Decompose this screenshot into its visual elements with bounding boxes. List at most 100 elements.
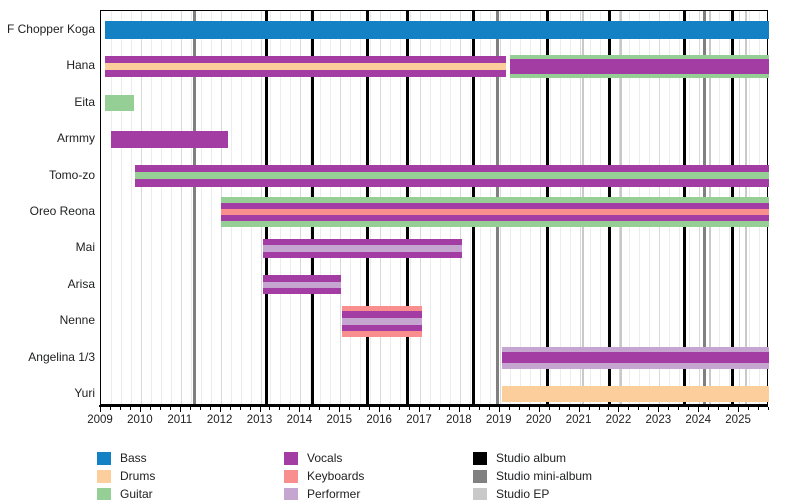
- bar-tomo-zo: [134, 164, 769, 187]
- year-label-2022: 2022: [605, 414, 632, 426]
- minor-tick: [678, 407, 680, 410]
- minor-tick: [608, 407, 610, 410]
- minor-tick: [349, 407, 351, 410]
- minor-tick: [189, 407, 191, 410]
- minor-tick: [438, 407, 440, 410]
- bar-mai: [262, 238, 462, 258]
- minor-tick: [429, 407, 430, 410]
- stripe-guitar: [509, 73, 769, 78]
- major-tick: [379, 407, 381, 412]
- stripe-performer: [342, 317, 423, 325]
- minor-tick: [468, 407, 470, 410]
- major-tick: [139, 407, 141, 412]
- legend-swatch: [473, 469, 487, 483]
- minor-tick: [488, 407, 490, 410]
- minor-tick: [758, 407, 760, 410]
- stripe-performer: [262, 281, 342, 288]
- minor-tick: [269, 407, 271, 410]
- minor-tick: [518, 407, 520, 410]
- stripe-vocals: [342, 324, 423, 332]
- major-tick: [179, 407, 181, 412]
- stripe-keyboards: [342, 331, 423, 337]
- legend-item-studio-ep: Studio EP: [473, 487, 549, 500]
- minor-tick: [279, 407, 281, 410]
- stripe-drums: [104, 62, 506, 70]
- stripe-vocals: [262, 275, 342, 282]
- member-label-oreo-reona: Oreo Reona: [29, 204, 95, 218]
- minor-tick: [209, 407, 211, 410]
- year-label-2023: 2023: [645, 414, 672, 426]
- bar-arisa: [262, 275, 342, 295]
- stripe-performer: [262, 245, 462, 252]
- quarter-gridline: [150, 11, 152, 404]
- major-tick: [658, 407, 660, 412]
- minor-tick: [249, 407, 251, 410]
- legend-item-vocals: Vocals: [284, 451, 342, 465]
- minor-tick: [369, 407, 371, 410]
- stripe-drums: [501, 386, 769, 402]
- release-line-studio-mini-album: [193, 11, 197, 404]
- stripe-guitar: [104, 94, 134, 111]
- year-label-2025: 2025: [725, 414, 751, 426]
- stripe-vocals: [262, 251, 462, 258]
- minor-tick: [149, 407, 151, 410]
- stripe-vocals: [262, 287, 342, 295]
- legend-label: Bass: [120, 451, 147, 465]
- legend-label: Performer: [307, 487, 361, 500]
- member-label-tomo-zo: Tomo-zo: [48, 167, 95, 182]
- minor-tick: [748, 407, 750, 410]
- minor-tick: [708, 407, 710, 410]
- bar-hana: [104, 55, 506, 77]
- minor-tick: [199, 407, 201, 410]
- plot-area: [100, 10, 769, 405]
- stripe-vocals: [342, 311, 423, 318]
- minor-tick: [598, 407, 600, 410]
- legend-swatch: [97, 451, 111, 465]
- member-label-armmy: Armmy: [57, 131, 95, 146]
- legend-label: Studio EP: [496, 487, 550, 500]
- minor-tick: [319, 407, 321, 410]
- stripe-performer: [501, 363, 769, 369]
- year-label-2011: 2011: [167, 414, 193, 426]
- minor-tick: [638, 407, 640, 410]
- quarter-gridline: [190, 11, 192, 404]
- minor-tick: [229, 407, 231, 410]
- minor-tick: [688, 407, 690, 410]
- member-label-mai: Mai: [75, 240, 95, 255]
- minor-tick: [309, 407, 311, 410]
- stripe-vocals: [501, 352, 769, 364]
- legend-swatch: [473, 451, 487, 465]
- minor-tick: [718, 407, 720, 410]
- stripe-vocals: [134, 164, 769, 172]
- legend-swatch: [284, 451, 298, 465]
- year-gridline: [140, 11, 142, 404]
- legend-label: Keyboards: [307, 469, 365, 483]
- stripe-vocals: [220, 215, 769, 221]
- legend-label: Studio mini-album: [496, 469, 593, 483]
- major-tick: [299, 407, 301, 412]
- major-tick: [698, 407, 700, 412]
- legend-item-performer: Performer: [284, 487, 360, 500]
- minor-tick: [359, 407, 361, 410]
- minor-tick: [568, 407, 570, 410]
- major-tick: [578, 407, 580, 412]
- stripe-guitar: [509, 54, 769, 60]
- year-label-2014: 2014: [286, 414, 313, 426]
- stripe-vocals: [509, 59, 769, 74]
- legend-item-bass: Bass: [97, 451, 147, 465]
- legend-item-studio-mini-album: Studio mini-album: [473, 469, 592, 483]
- bar-oreo-reona: [220, 197, 769, 227]
- legend-label: Vocals: [307, 451, 343, 465]
- legend-swatch: [97, 469, 111, 483]
- quarter-gridline: [130, 11, 132, 404]
- year-label-2010: 2010: [127, 414, 153, 426]
- year-label-2021: 2021: [565, 414, 592, 426]
- minor-tick: [329, 407, 331, 410]
- minor-tick: [239, 407, 241, 410]
- legend-swatch: [284, 469, 298, 483]
- legend-item-studio-album: Studio album: [473, 451, 566, 465]
- legend-label: Drums: [120, 469, 156, 483]
- year-label-2020: 2020: [525, 414, 552, 426]
- minor-tick: [448, 407, 450, 410]
- minor-tick: [389, 407, 391, 410]
